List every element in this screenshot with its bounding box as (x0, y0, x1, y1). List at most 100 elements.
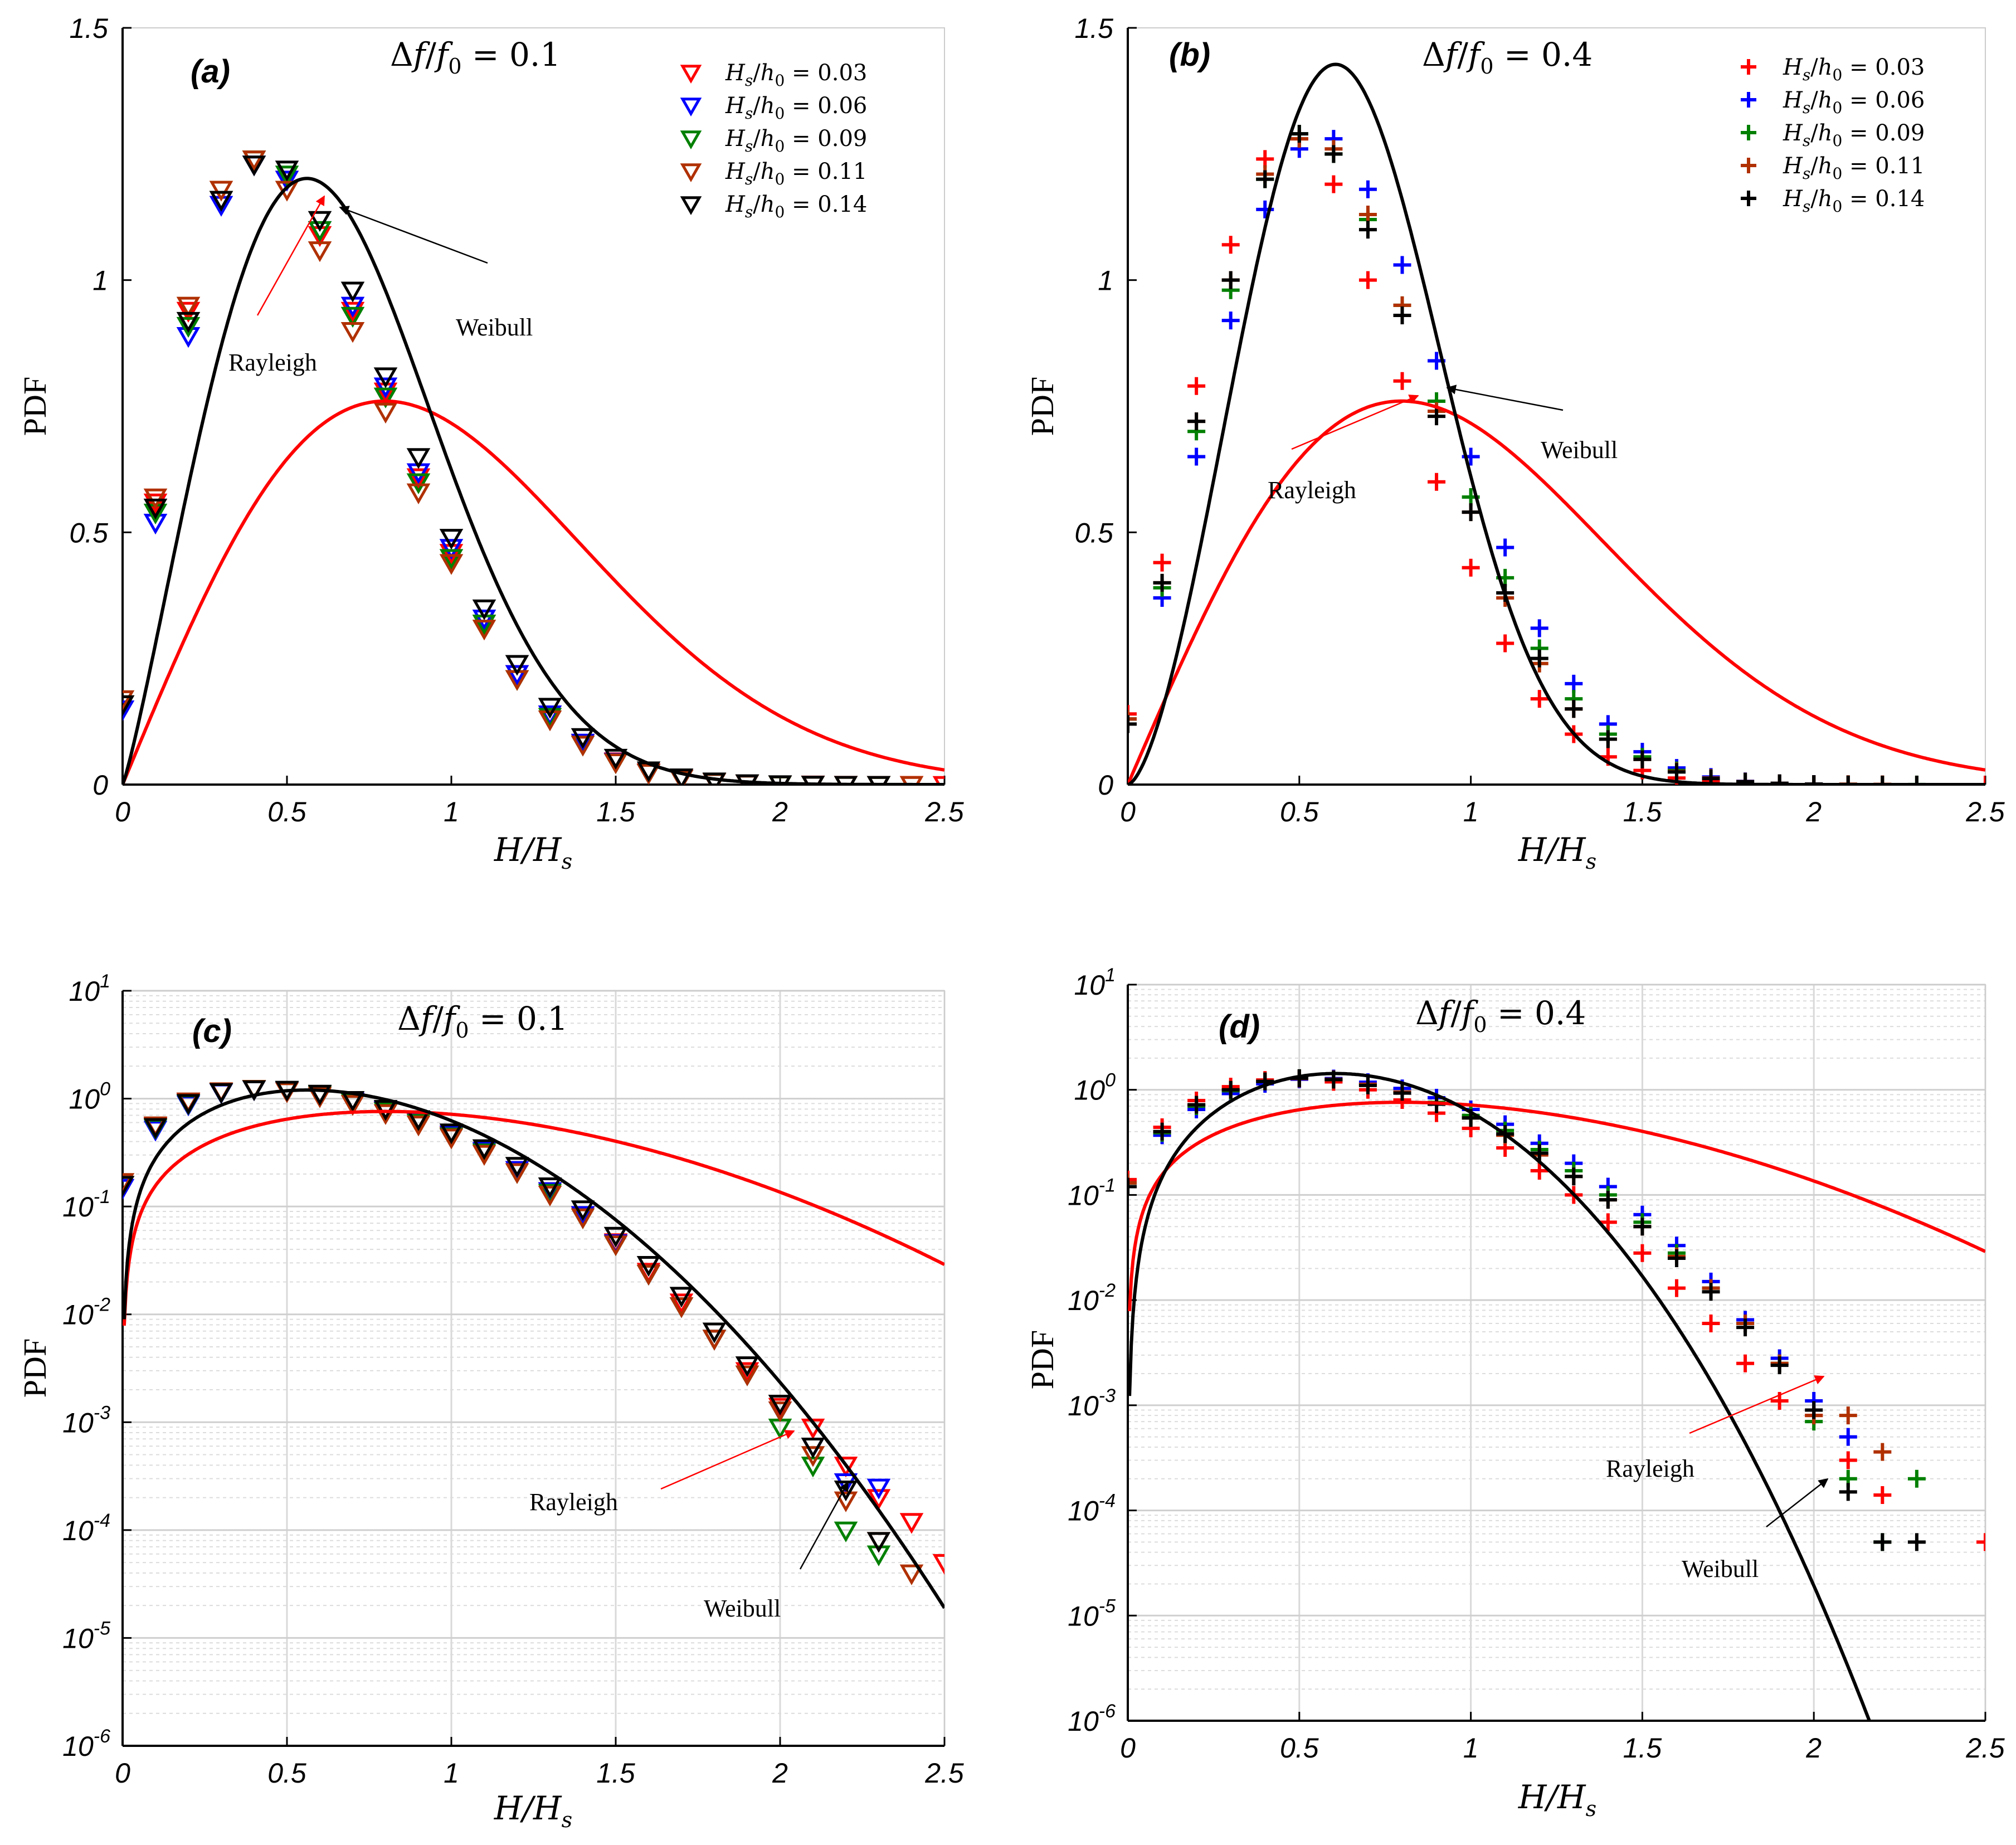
data-point (439, 549, 464, 570)
legend-marker (680, 196, 702, 216)
data-point (669, 1287, 694, 1308)
data-point (1128, 1174, 1137, 1192)
data-point (1187, 377, 1206, 395)
data-point (1873, 1443, 1892, 1461)
legend-marker (1741, 59, 1756, 75)
data-point (1565, 700, 1583, 718)
legend-entry: Hs/h0 = 0.03 (680, 60, 867, 90)
legend-marker (1741, 125, 1756, 140)
data-point (1358, 271, 1377, 289)
data-point (1221, 236, 1240, 254)
data-point (866, 1478, 891, 1500)
data-point (1324, 145, 1343, 163)
series-0.14 (1128, 1069, 1926, 1551)
grid (1127, 984, 1986, 1722)
data-point (636, 1255, 661, 1277)
data-point (603, 1226, 628, 1248)
data-point (143, 493, 168, 515)
data-point (439, 1123, 464, 1145)
data-point (1530, 1161, 1548, 1180)
data-point (899, 1513, 924, 1534)
x-axis-label: H/Hs (494, 1789, 572, 1832)
y-tick-label: 10-6 (1068, 1701, 1116, 1737)
y-tick-label: 10-2 (62, 1294, 110, 1331)
legend-marker (1741, 191, 1756, 206)
annotation-arrow-rayleigh (1689, 1375, 1825, 1434)
annotation-label-weibull: Weibull (704, 1595, 781, 1622)
data-point (1667, 763, 1686, 781)
data-point (1736, 773, 1755, 785)
y-tick-label: 0.5 (69, 517, 108, 548)
data-point (801, 1446, 825, 1467)
x-tick-label: 1 (1463, 796, 1479, 827)
data-point (1462, 503, 1480, 522)
data-point (123, 690, 135, 712)
data-point (735, 1362, 759, 1383)
annotation-arrow-weibull (339, 206, 488, 264)
data-point (1393, 306, 1411, 325)
data-point (768, 1401, 792, 1423)
data-point (669, 1297, 694, 1318)
data-point (1324, 175, 1343, 193)
y-axis-label: PDF (1024, 1330, 1060, 1389)
data-point (1839, 1428, 1857, 1446)
data-point (1462, 558, 1480, 577)
y-tick-label: 10-3 (62, 1402, 110, 1438)
legend-entry: Hs/h0 = 0.11 (1741, 153, 1925, 183)
data-point (1187, 447, 1206, 466)
y-tick-label: 0.5 (1074, 517, 1113, 548)
y-tick-label: 1.5 (1074, 13, 1113, 44)
data-point (439, 539, 464, 560)
annotation-label-weibull: Weibull (1682, 1555, 1759, 1583)
data-point (373, 377, 398, 398)
data-point (1805, 1401, 1823, 1419)
data-point (505, 655, 529, 676)
data-point (1128, 715, 1137, 733)
data-point (209, 191, 233, 212)
panel-label: (a) (191, 53, 230, 90)
chart-panel-c: 0 0.5 1 1.5 2 2.5 10-6 10-5 10-4 10-3 10-2 10-1 100 1… (17, 971, 964, 1832)
data-point (1290, 125, 1308, 143)
x-tick-label: 0.5 (1280, 796, 1319, 827)
x-tick-label: 1.5 (1623, 1732, 1662, 1764)
data-point (1839, 1483, 1857, 1501)
data-point (801, 776, 825, 785)
data-point (1565, 1167, 1583, 1186)
data-point (932, 1554, 944, 1575)
data-point (308, 221, 332, 242)
data-point (275, 165, 299, 187)
data-point (472, 1139, 496, 1160)
data-point (866, 1532, 891, 1553)
data-point (242, 1080, 266, 1102)
data-point (406, 1116, 431, 1137)
data-point (1128, 1177, 1137, 1196)
data-point (538, 710, 562, 732)
x-tick-label: 0 (1120, 796, 1136, 827)
annotation-arrow-rayleigh (1291, 395, 1419, 450)
legend-label: Hs/h0 = 0.09 (725, 126, 867, 155)
data-point (373, 387, 398, 408)
annotation-label-weibull: Weibull (1541, 436, 1618, 464)
data-point (1667, 1249, 1686, 1268)
y-axis-label: PDF (17, 1338, 53, 1398)
plot-content (1128, 62, 1985, 785)
data-point (505, 1163, 529, 1184)
annotation-label-rayleigh: Rayleigh (1606, 1455, 1694, 1482)
data-point (768, 775, 792, 785)
legend-label: Hs/h0 = 0.06 (1783, 87, 1925, 117)
data-point (340, 301, 365, 323)
data-point (143, 498, 168, 520)
x-tick-label: 2.5 (924, 1758, 964, 1789)
annotation-label-rayleigh: Rayleigh (228, 349, 317, 376)
legend-label: Hs/h0 = 0.14 (1783, 186, 1925, 216)
y-tick-label: 1 (92, 265, 108, 296)
data-point (176, 311, 201, 333)
data-point (1873, 1533, 1892, 1551)
plot-content (1128, 1069, 1985, 1721)
x-tick-label: 0.5 (1280, 1732, 1319, 1764)
data-point (735, 1356, 759, 1377)
data-point (1736, 1318, 1755, 1337)
